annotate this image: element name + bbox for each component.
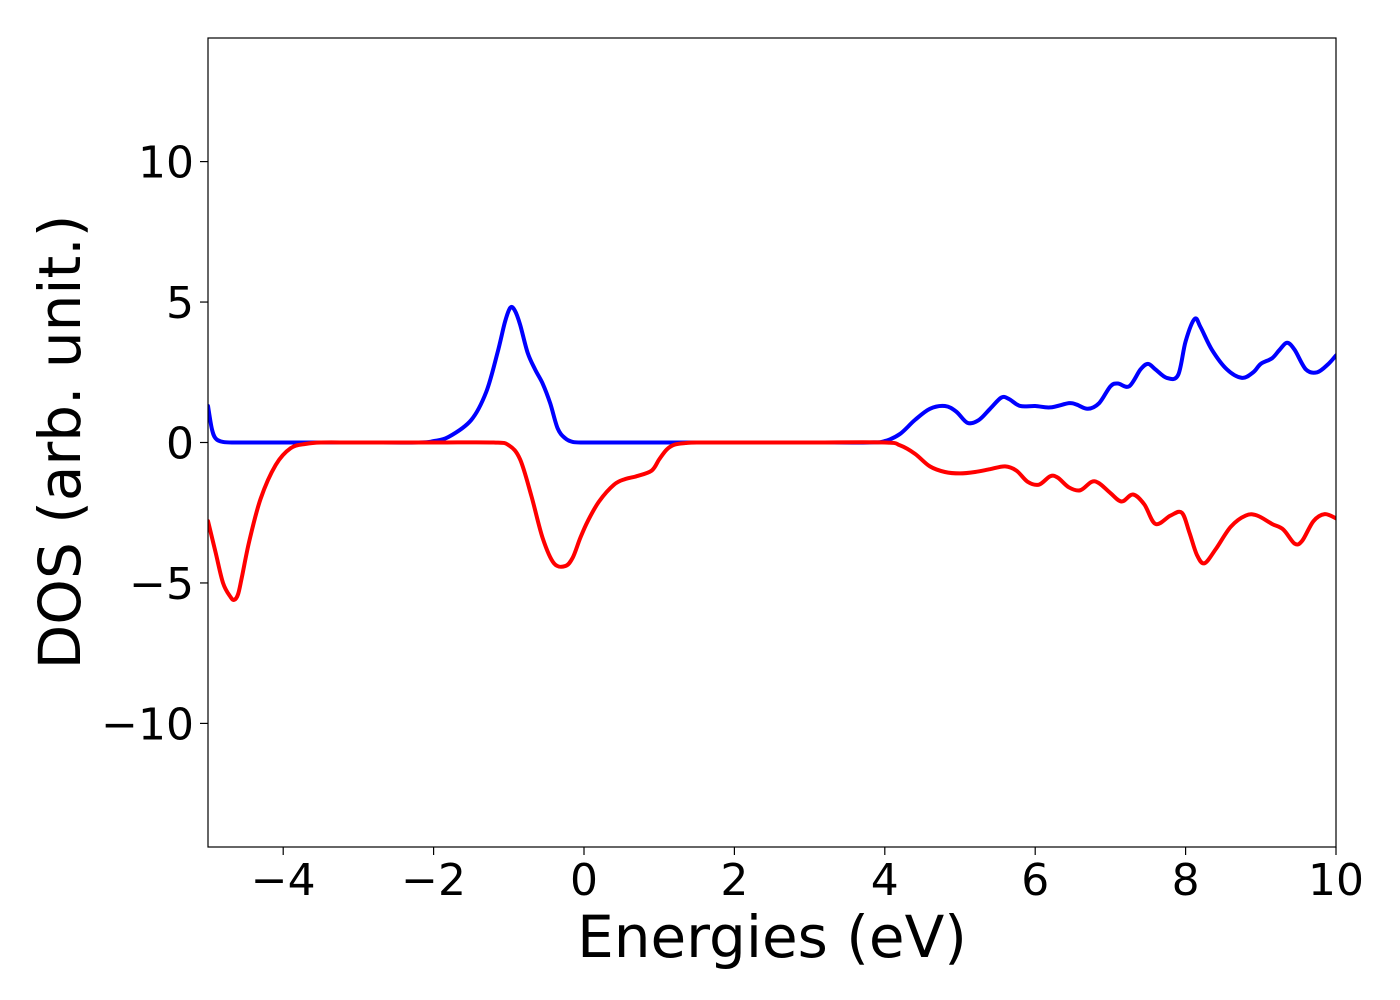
x-tick-label: 2	[720, 855, 748, 906]
series-line-1	[208, 304, 1336, 445]
x-tick-label: 10	[1308, 855, 1364, 906]
y-tick-label: −10	[101, 699, 194, 750]
x-tick-label: 6	[1021, 855, 1049, 906]
x-axis-ticks: −4 −2 0 2 4 6 8 10	[251, 847, 1364, 906]
series-layer	[208, 304, 1336, 602]
y-tick-label: 5	[166, 278, 194, 329]
y-tick-label: 0	[166, 419, 194, 470]
y-tick-label: 10	[138, 138, 194, 189]
x-tick-label: −4	[251, 855, 316, 906]
x-tick-label: 8	[1172, 855, 1200, 906]
y-tick-label: −5	[129, 559, 194, 610]
x-tick-label: 4	[871, 855, 899, 906]
x-axis-label: Energies (eV)	[577, 903, 967, 971]
x-tick-label: 0	[570, 855, 598, 906]
y-axis-label: DOS (arb. unit.)	[26, 215, 94, 670]
x-tick-label: −2	[401, 855, 466, 906]
y-axis-ticks: −10 −5 0 5 10	[101, 138, 208, 750]
series-line-2	[208, 440, 1336, 602]
